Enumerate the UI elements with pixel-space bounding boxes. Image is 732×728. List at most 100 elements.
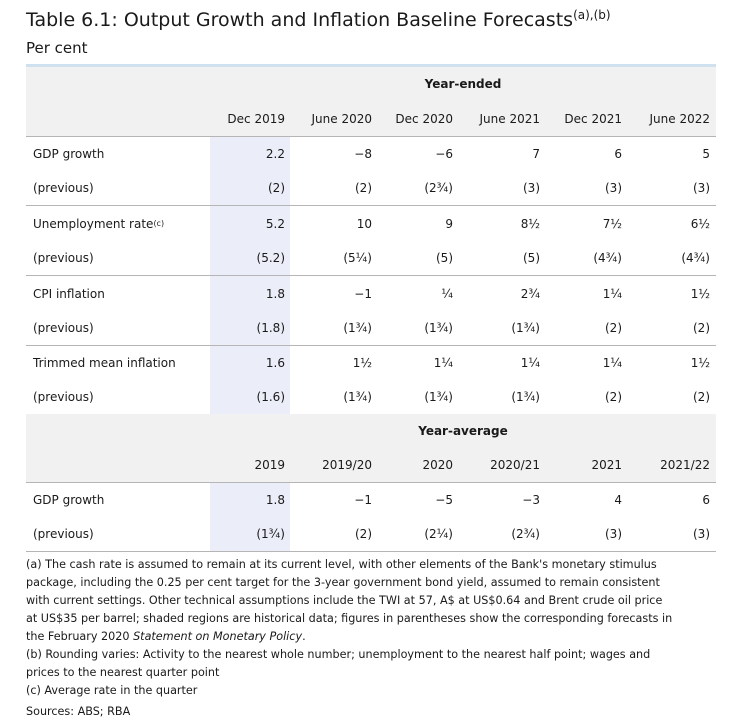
table-cell: 1½ (690, 286, 710, 301)
table-cell: −6 (435, 147, 453, 161)
historical-shade (210, 311, 290, 345)
column-header: June 2021 (479, 111, 541, 126)
table-cell: (1.8) (256, 321, 285, 335)
table-cell: 1.8 (265, 286, 285, 301)
table-cell: 5.2 (265, 216, 285, 231)
title-footnote-refs: (a),(b) (573, 8, 611, 22)
footnote-a-line: at US$35 per barrel; shaded regions are … (26, 612, 673, 625)
table-cell: 1¼ (602, 356, 622, 370)
column-header: 2020 (422, 458, 453, 472)
historical-shade (210, 346, 290, 380)
table-cell: (5) (436, 251, 453, 265)
table-cell: 1¼ (602, 286, 622, 301)
table-cell: (2) (355, 527, 372, 541)
table-cell: (1¾) (424, 390, 453, 404)
group-header: Year-ended (424, 77, 502, 91)
row-label: (previous) (33, 181, 94, 195)
row-label: GDP growth (33, 147, 105, 161)
publication-title: Statement on Monetary Policy (133, 630, 303, 643)
table-cell: 5 (702, 147, 710, 161)
units-subtitle: Per cent (26, 39, 88, 57)
table-cell: (3) (605, 527, 622, 541)
table-cell: (3) (693, 181, 710, 195)
table-row: (previous) (1.8) (1¾) (1¾) (1¾) (2) (2) (26, 311, 716, 346)
historical-shade (210, 241, 290, 275)
historical-shade (210, 483, 290, 517)
forecast-table: Year-ended Dec 2019 June 2020 Dec 2020 J… (26, 67, 716, 552)
column-header-row: Dec 2019 June 2020 Dec 2020 June 2021 De… (26, 101, 716, 137)
sources-note: Sources: ABS; RBA (26, 705, 131, 718)
table-cell: (2) (355, 181, 372, 195)
table-cell: 6 (614, 147, 622, 161)
footnote-b-line: (b) Rounding varies: Activity to the nea… (26, 648, 651, 661)
column-header: Dec 2021 (564, 111, 622, 126)
table-row: GDP growth 1.8 −1 −5 −3 4 6 (26, 483, 716, 517)
table-row: (previous) (5.2) (5¼) (5) (5) (4¾) (4¾) (26, 241, 716, 276)
table-cell: 6 (702, 493, 710, 507)
table-cell: (2¾) (511, 527, 540, 541)
table-cell: (4¾) (681, 251, 710, 265)
table-cell: (1¾) (424, 321, 453, 335)
table-cell: (1¾) (511, 321, 540, 335)
column-header: 2021 (591, 458, 622, 472)
column-header: June 2020 (311, 111, 373, 126)
section-header-year-average: Year-average (26, 414, 716, 448)
table-row: Trimmed mean inflation 1.6 1½ 1¼ 1¼ 1¼ 1… (26, 346, 716, 380)
table-cell: (1¾) (343, 390, 372, 404)
section-header-year-ended: Year-ended (26, 67, 716, 101)
table-cell: −5 (435, 493, 453, 507)
table-cell: (1¾) (343, 321, 372, 335)
row-label: (previous) (33, 390, 94, 404)
footnote-a-line: with current settings. Other technical a… (26, 594, 663, 607)
row-label: (previous) (33, 527, 94, 541)
table-cell: (2) (605, 321, 622, 335)
row-label: GDP growth (33, 493, 105, 507)
table-cell: (4¾) (593, 251, 622, 265)
historical-shade (210, 137, 290, 171)
row-label: (previous) (33, 321, 94, 335)
table-row: (previous) (1¾) (2) (2¼) (2¾) (3) (3) (26, 517, 716, 552)
table-cell: −8 (354, 147, 372, 161)
table-row: Unemployment rate (c) 5.2 10 9 8½ 7½ 6½ (26, 206, 716, 241)
table-cell: 1¼ (433, 356, 453, 370)
table-cell: (2¼) (424, 527, 453, 541)
historical-shade (210, 206, 290, 241)
table-cell: (3) (523, 181, 540, 195)
table-cell: −1 (354, 493, 372, 507)
table-cell: 10 (356, 216, 372, 231)
table-cell: 1½ (690, 356, 710, 370)
table-row: CPI inflation 1.8 −1 ¼ 2¾ 1¼ 1½ (26, 276, 716, 311)
table-cell: (2) (605, 390, 622, 404)
table-cell: 8½ (520, 216, 540, 231)
column-header-row: 2019 2019/20 2020 2020/21 2021 2021/22 (26, 448, 716, 483)
table-cell: 1.6 (265, 356, 285, 370)
table-cell: 1¼ (520, 356, 540, 370)
table-cell: (2¾) (424, 181, 453, 195)
table-cell: (2) (693, 321, 710, 335)
footnote-a-line: package, including the 0.25 per cent tar… (26, 576, 660, 589)
footnote-b-line: prices to the nearest quarter point (26, 666, 220, 679)
footnote-a-line: the February 2020 Statement on Monetary … (26, 630, 306, 643)
table-cell: 2¾ (520, 286, 540, 301)
column-header: Dec 2020 (395, 111, 453, 126)
row-label: CPI inflation (33, 286, 105, 301)
historical-shade (210, 380, 290, 414)
footnote-a-line: (a) The cash rate is assumed to remain a… (26, 558, 657, 571)
table-cell: (2) (268, 181, 285, 195)
table-cell: 7½ (602, 216, 622, 231)
historical-shade (210, 517, 290, 551)
table-cell: (2) (693, 390, 710, 404)
table-cell: 6½ (690, 216, 710, 231)
table-top-rule (26, 64, 716, 67)
table-cell: −3 (522, 493, 540, 507)
table-cell: (3) (693, 527, 710, 541)
historical-shade (210, 276, 290, 311)
column-header: 2020/21 (490, 458, 540, 472)
table-row: (previous) (1.6) (1¾) (1¾) (1¾) (2) (2) (26, 380, 716, 414)
table-cell: (1¾) (256, 527, 285, 541)
column-header: Dec 2019 (227, 111, 285, 126)
table-title: Table 6.1: Output Growth and Inflation B… (26, 8, 611, 31)
footnotes: (a) The cash rate is assumed to remain a… (26, 556, 716, 700)
table-cell: 9 (445, 216, 453, 231)
footnote-ref: (c) (153, 219, 165, 228)
